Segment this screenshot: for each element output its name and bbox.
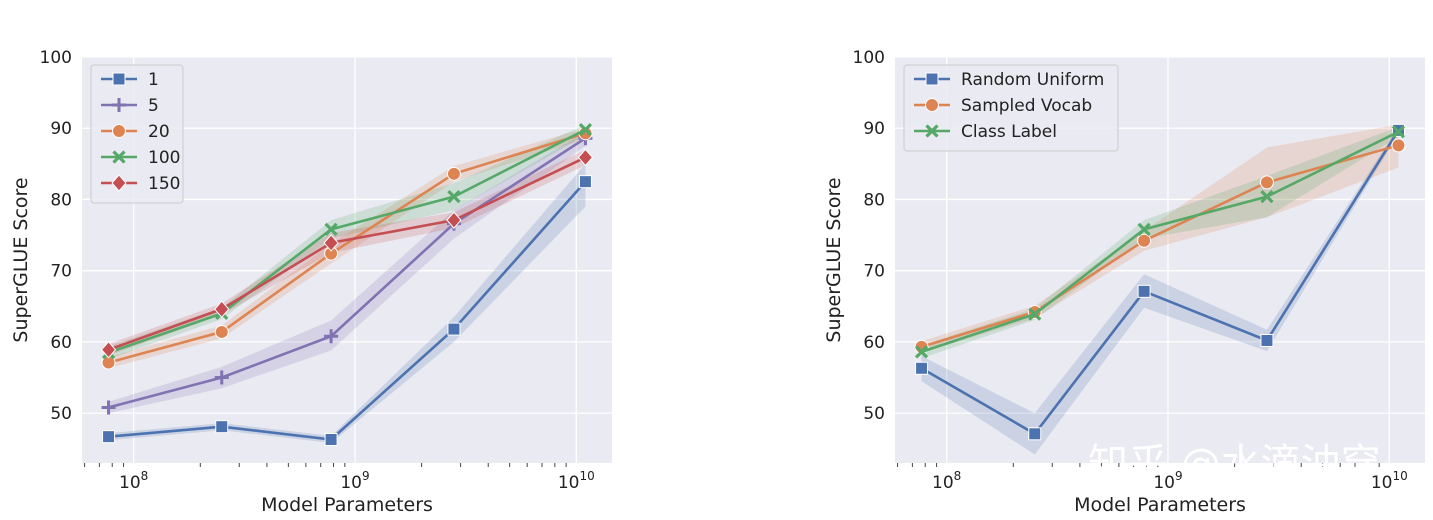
data-point-5 — [324, 329, 339, 344]
y-tick-label: 90 — [863, 119, 885, 139]
legend-box — [90, 64, 184, 204]
legend-label-100: 100 — [148, 148, 180, 168]
data-point-random-uniform — [915, 361, 929, 375]
data-point-150 — [577, 148, 594, 167]
chart-left-shot-count: 50 60 70 80 90 100 108 109 1010 Model Parameters S… — [10, 48, 612, 516]
y-tick-label: 50 — [50, 404, 72, 424]
confidence-band-class-label — [921, 126, 1399, 359]
data-point-150 — [446, 211, 462, 229]
chart-right-label-type: 50 60 70 80 90 100 108 109 1010 Model Parameters S… — [823, 48, 1425, 516]
data-point-sampled-vocab — [1259, 175, 1274, 190]
data-point-1 — [447, 322, 461, 336]
y-tick-label: 60 — [863, 333, 885, 353]
legend-label-random-uniform: Random Uniform — [961, 70, 1104, 90]
x-tick-label: 108 — [932, 469, 961, 493]
data-point-class-label — [1391, 125, 1406, 139]
y-axis-label: SuperGLUE Score — [823, 177, 845, 342]
legend-marker-1 — [112, 72, 126, 86]
data-point-150 — [100, 340, 117, 359]
legend-label-1: 1 — [148, 70, 159, 90]
data-point-random-uniform — [1260, 333, 1274, 347]
legend-marker-20 — [112, 124, 126, 138]
y-tick-label: 70 — [863, 262, 885, 282]
legend-marker-class-label — [925, 124, 939, 138]
data-point-20 — [214, 324, 229, 339]
data-point-class-label — [1137, 222, 1151, 237]
legend-marker-sampled-vocab — [925, 98, 939, 112]
x-tick-label: 1010 — [558, 469, 595, 493]
y-tick-label: 70 — [50, 262, 72, 282]
legend-label-sampled-vocab: Sampled Vocab — [961, 96, 1092, 116]
x-tick-label: 108 — [119, 469, 148, 493]
legend-label-150: 150 — [148, 174, 180, 194]
legend-marker-100 — [112, 150, 126, 164]
confidence-band-sampled-vocab — [921, 124, 1399, 353]
x-tick-label: 1010 — [1371, 469, 1408, 493]
y-tick-label: 90 — [50, 119, 72, 139]
data-point-20 — [446, 166, 461, 181]
data-point-1 — [215, 420, 229, 434]
data-point-1 — [324, 432, 338, 446]
x-tick-label: 109 — [340, 469, 369, 493]
y-tick-label: 100 — [40, 48, 72, 68]
legend-marker-random-uniform — [925, 72, 939, 86]
data-point-150 — [214, 300, 230, 318]
x-axis-label: Model Parameters — [261, 494, 433, 516]
data-point-random-uniform — [1137, 284, 1151, 298]
data-point-class-label — [914, 345, 929, 359]
x-tick-label: 109 — [1153, 469, 1182, 493]
y-tick-label: 80 — [863, 190, 885, 210]
legend-label-5: 5 — [148, 96, 159, 116]
confidence-band-100 — [108, 124, 586, 360]
data-point-1 — [102, 430, 116, 444]
legend-box — [903, 64, 1119, 152]
y-axis-label: SuperGLUE Score — [10, 177, 32, 342]
legend-label-class-label: Class Label — [961, 122, 1057, 142]
watermark-text: 知乎 @水滴油穿 — [1088, 441, 1381, 487]
data-point-1 — [578, 175, 592, 189]
data-point-random-uniform — [1028, 427, 1042, 441]
confidence-band-random-uniform — [921, 126, 1399, 455]
data-point-150 — [323, 234, 339, 252]
data-point-5 — [101, 400, 116, 415]
data-point-sampled-vocab — [1137, 233, 1152, 248]
legend-marker-5 — [112, 98, 126, 112]
x-axis-label: Model Parameters — [1074, 494, 1246, 516]
data-point-sampled-vocab — [1391, 138, 1406, 153]
data-point-100 — [324, 222, 338, 237]
y-tick-label: 60 — [50, 333, 72, 353]
legend-label-20: 20 — [148, 122, 170, 142]
data-point-100 — [578, 123, 593, 137]
y-tick-label: 50 — [863, 404, 885, 424]
confidence-band-1 — [108, 163, 586, 444]
legend-marker-150 — [111, 174, 127, 192]
data-point-class-label — [1260, 189, 1274, 204]
data-point-100 — [447, 189, 461, 204]
data-point-5 — [214, 370, 229, 385]
y-tick-label: 80 — [50, 190, 72, 210]
confidence-band-20 — [108, 128, 586, 369]
y-tick-label: 100 — [853, 48, 885, 68]
data-point-class-label — [1028, 307, 1042, 321]
